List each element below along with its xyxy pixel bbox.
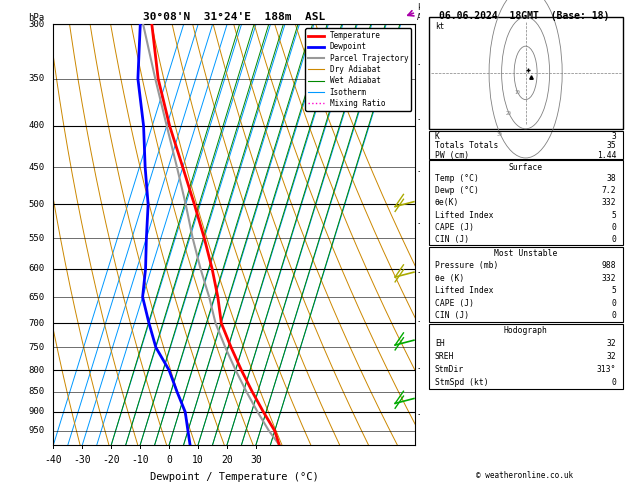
Text: SREH: SREH [435, 352, 454, 361]
Text: Totals Totals: Totals Totals [435, 141, 498, 150]
Text: StmSpd (kt): StmSpd (kt) [435, 378, 488, 387]
Text: 350: 350 [28, 74, 45, 83]
Text: 950: 950 [28, 426, 45, 435]
Text: K: K [435, 132, 440, 141]
Text: Dewpoint / Temperature (°C): Dewpoint / Temperature (°C) [150, 472, 319, 482]
Text: CAPE (J): CAPE (J) [435, 299, 474, 308]
Text: EH: EH [435, 339, 445, 348]
Text: Hodograph: Hodograph [504, 327, 548, 335]
Text: -2: -2 [417, 364, 427, 373]
Text: 3: 3 [611, 132, 616, 141]
Text: 650: 650 [28, 293, 45, 301]
Text: 500: 500 [28, 200, 45, 209]
Text: θe (K): θe (K) [435, 274, 464, 283]
Text: 450: 450 [28, 163, 45, 172]
Text: CIN (J): CIN (J) [435, 235, 469, 244]
Text: 06.06.2024  18GMT  (Base: 18): 06.06.2024 18GMT (Base: 18) [440, 11, 610, 21]
Text: 20: 20 [506, 111, 511, 116]
Text: km
ASL: km ASL [417, 3, 431, 22]
Text: θe(K): θe(K) [435, 198, 459, 208]
Text: 988: 988 [602, 261, 616, 270]
Text: 900: 900 [28, 407, 45, 417]
Text: -8: -8 [417, 60, 427, 69]
Text: CAPE (J): CAPE (J) [435, 223, 474, 232]
Text: 750: 750 [28, 343, 45, 352]
Text: Mixing Ratio (g/kg): Mixing Ratio (g/kg) [432, 191, 442, 278]
Text: Dewp (°C): Dewp (°C) [435, 186, 479, 195]
Text: Most Unstable: Most Unstable [494, 249, 557, 258]
Text: -20: -20 [103, 455, 120, 465]
Text: 5: 5 [611, 210, 616, 220]
Bar [428, 17, 623, 129]
Text: 0: 0 [611, 299, 616, 308]
Text: Lifted Index: Lifted Index [435, 210, 493, 220]
Text: 800: 800 [28, 366, 45, 375]
Text: Temp (°C): Temp (°C) [435, 174, 479, 183]
Text: 32: 32 [607, 352, 616, 361]
Text: 7.2: 7.2 [602, 186, 616, 195]
Text: Lifted Index: Lifted Index [435, 286, 493, 295]
Text: StmDir: StmDir [435, 365, 464, 374]
Text: 332: 332 [602, 274, 616, 283]
Text: -30: -30 [74, 455, 91, 465]
Text: 550: 550 [28, 234, 45, 243]
Text: © weatheronline.co.uk: © weatheronline.co.uk [476, 471, 573, 480]
Text: 600: 600 [28, 264, 45, 273]
Bar [428, 160, 623, 245]
Text: 20: 20 [221, 455, 233, 465]
Text: 30: 30 [496, 132, 502, 137]
Text: 0: 0 [611, 223, 616, 232]
Text: 0: 0 [611, 235, 616, 244]
Legend: Temperature, Dewpoint, Parcel Trajectory, Dry Adiabat, Wet Adiabat, Isotherm, Mi: Temperature, Dewpoint, Parcel Trajectory… [305, 28, 411, 111]
Text: CIN (J): CIN (J) [435, 312, 469, 320]
Text: 1.44: 1.44 [597, 151, 616, 160]
Text: 0: 0 [611, 378, 616, 387]
Text: PW (cm): PW (cm) [435, 151, 469, 160]
Text: 35: 35 [607, 141, 616, 150]
Text: -3: -3 [417, 316, 427, 326]
Text: 850: 850 [28, 387, 45, 396]
Bar [428, 247, 623, 322]
Text: 30°08'N  31°24'E  188m  ASL: 30°08'N 31°24'E 188m ASL [143, 12, 325, 22]
Text: 332: 332 [602, 198, 616, 208]
Text: -5: -5 [417, 219, 427, 227]
Text: -4: -4 [417, 268, 427, 278]
Text: -1: -1 [417, 410, 427, 419]
Text: Pressure (mb): Pressure (mb) [435, 261, 498, 270]
Bar [428, 324, 623, 389]
Text: 700: 700 [28, 319, 45, 328]
Text: -40: -40 [45, 455, 62, 465]
Text: -10: -10 [131, 455, 149, 465]
Text: 313°: 313° [597, 365, 616, 374]
Text: Surface: Surface [509, 162, 543, 172]
Text: -6: -6 [417, 168, 427, 176]
Text: 0: 0 [166, 455, 172, 465]
Text: hPa: hPa [28, 13, 45, 22]
Text: 400: 400 [28, 122, 45, 130]
Text: kt: kt [435, 22, 444, 31]
Text: 300: 300 [28, 20, 45, 29]
Text: 10: 10 [515, 89, 520, 95]
Text: 32: 32 [607, 339, 616, 348]
Text: 0: 0 [611, 312, 616, 320]
Bar [428, 131, 623, 159]
Text: 30: 30 [250, 455, 262, 465]
Text: 5: 5 [611, 286, 616, 295]
Text: 38: 38 [607, 174, 616, 183]
Text: 10: 10 [192, 455, 204, 465]
Text: -7: -7 [417, 115, 427, 124]
